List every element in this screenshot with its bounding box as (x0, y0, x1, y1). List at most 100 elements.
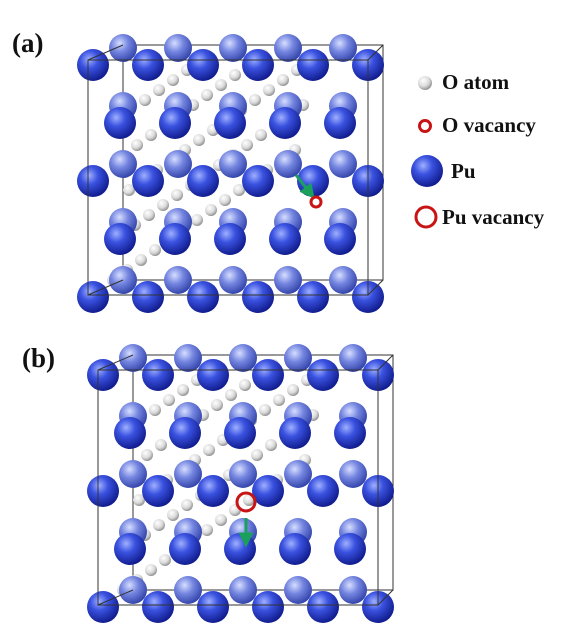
pu-atom (334, 417, 366, 449)
panel-a-label: (a) (12, 28, 44, 58)
pu-vacancy-legend-symbol (414, 205, 438, 229)
o-atom (229, 69, 241, 81)
o-atom (201, 524, 213, 536)
o-atom (131, 139, 143, 151)
pu-atom (224, 533, 256, 565)
cell-edge (87, 44, 124, 61)
pu-atom (164, 266, 192, 294)
pu-atom (142, 591, 174, 623)
pu-vacancy-legend-label: Pu vacancy (442, 205, 545, 229)
o-atom (287, 384, 299, 396)
pu-atom (132, 49, 164, 81)
pu-atom (324, 223, 356, 255)
pu-atom (229, 576, 257, 604)
pu-atom (284, 344, 312, 372)
o-vacancy-legend-symbol (418, 119, 432, 133)
pu-atom (229, 344, 257, 372)
pu-atom (197, 591, 229, 623)
o-atom (145, 564, 157, 576)
pu-atom (329, 266, 357, 294)
pu-atom-layer (77, 34, 384, 313)
o-atom (163, 394, 175, 406)
o-vacancy-legend-label: O vacancy (442, 113, 536, 137)
pu-atom (224, 417, 256, 449)
o-atom (241, 139, 253, 151)
o-atom (211, 399, 223, 411)
pu-atom (132, 165, 164, 197)
o-atom (135, 254, 147, 266)
pu-atom (339, 460, 367, 488)
pu-atom (269, 223, 301, 255)
o-atom (239, 379, 251, 391)
pu-atom (242, 49, 274, 81)
legend (411, 76, 443, 229)
pu-atom (362, 591, 394, 623)
pu-atom (274, 266, 302, 294)
pu-atom (104, 223, 136, 255)
pu-atom (142, 359, 174, 391)
pu-atom (324, 107, 356, 139)
o-atom (177, 384, 189, 396)
pu-atom (119, 344, 147, 372)
o-atom (225, 389, 237, 401)
pu-atom (307, 475, 339, 507)
o-atom (277, 74, 289, 86)
pu-atom (242, 165, 274, 197)
pu-atom (307, 591, 339, 623)
cell-edge (97, 354, 134, 371)
pu-atom (339, 576, 367, 604)
pu-atom (352, 281, 384, 313)
pu-atom (77, 165, 109, 197)
o-atom-legend-symbol (418, 76, 432, 90)
o-atom (139, 94, 151, 106)
o-atom (191, 214, 203, 226)
pu-atom (229, 460, 257, 488)
o-atom (215, 514, 227, 526)
pu-atom (219, 34, 247, 62)
pu-atom (164, 34, 192, 62)
pu-atom (174, 344, 202, 372)
pu-atom (169, 417, 201, 449)
o-atom (249, 94, 261, 106)
pu-atom (169, 533, 201, 565)
pu-atom (334, 533, 366, 565)
o-atom (149, 404, 161, 416)
pu-atom (214, 223, 246, 255)
pu-atom (197, 475, 229, 507)
o-atom (233, 184, 245, 196)
cell-edge (367, 44, 384, 61)
pu-atom (329, 150, 357, 178)
pu-atom (77, 281, 109, 313)
pu-atom (252, 359, 284, 391)
o-atom (193, 134, 205, 146)
pu-atom (159, 107, 191, 139)
pu-vacancy-marker (235, 491, 257, 513)
pu-atom (279, 533, 311, 565)
o-atom (181, 499, 193, 511)
o-atom (157, 199, 169, 211)
o-atom (259, 404, 271, 416)
pu-atom (114, 417, 146, 449)
pu-atom (109, 150, 137, 178)
o-atom (155, 439, 167, 451)
panel-b-label: (b) (22, 343, 55, 373)
o-atom (153, 519, 165, 531)
o-atom (141, 449, 153, 461)
cell-edge (377, 589, 394, 606)
pu-atom (87, 359, 119, 391)
pu-atom (274, 34, 302, 62)
o-atom (263, 84, 275, 96)
o-atom (201, 89, 213, 101)
pu-atom (307, 359, 339, 391)
pu-atom (297, 281, 329, 313)
pu-legend-symbol (411, 155, 443, 187)
o-atom (123, 184, 135, 196)
cell-edge (87, 279, 124, 296)
pu-atom (174, 576, 202, 604)
pu-atom (219, 150, 247, 178)
pu-atom (114, 533, 146, 565)
pu-legend-label: Pu (451, 159, 476, 183)
pu-atom (142, 475, 174, 507)
pu-atom (284, 460, 312, 488)
